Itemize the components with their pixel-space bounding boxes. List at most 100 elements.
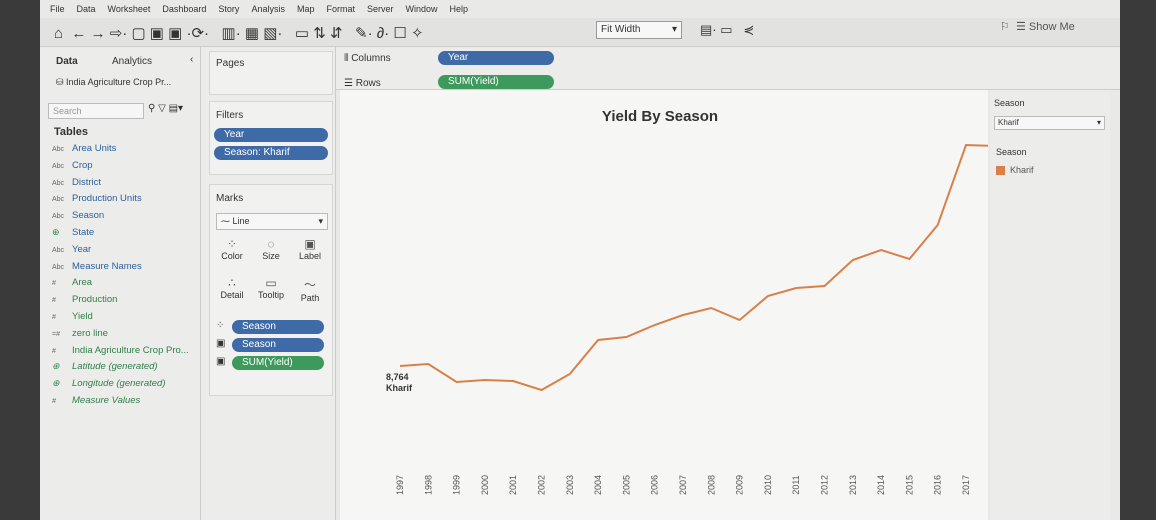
dropdown-arrow: ▾ <box>1096 118 1101 127</box>
legend-swatch <box>996 166 1005 176</box>
marks-button[interactable]: ⁘ Color <box>214 237 250 261</box>
marks-button[interactable]: ▣ Label <box>292 237 328 261</box>
field[interactable]: Abc Season <box>52 210 189 227</box>
marks-button-label: Color <box>221 251 243 261</box>
menu-item[interactable]: Worksheet <box>107 4 151 14</box>
field[interactable]: # Yield <box>52 311 189 328</box>
field-name: Latitude (generated) <box>72 361 158 373</box>
marks-button[interactable]: ◌ Size <box>253 237 289 261</box>
marks-button-icon: ◌ <box>267 237 275 251</box>
filter-pill[interactable]: Season: Kharif <box>214 146 328 160</box>
columns-shelf-label: ⦀ Columns <box>344 53 391 64</box>
filter-dropdown[interactable]: Kharif ▾ <box>994 116 1105 130</box>
field-name: Area Units <box>72 143 117 154</box>
marks-pill[interactable]: Season <box>232 338 324 352</box>
marks-button[interactable]: ∴ Detail <box>214 276 250 300</box>
globe-icon: ⊕ <box>52 226 60 237</box>
field-type-icon: Abc <box>52 213 65 221</box>
menu-item[interactable]: Format <box>326 4 355 14</box>
field[interactable]: Abc District <box>52 177 189 194</box>
menu-item[interactable]: Story <box>218 4 240 14</box>
x-tick-label: 2004 <box>593 475 603 495</box>
field-name: Measure Names <box>72 260 142 272</box>
marks-button-label: Detail <box>220 290 244 300</box>
field[interactable]: Abc Measure Names <box>52 261 189 278</box>
data-source[interactable]: ⛁ India Agriculture Crop Pr... <box>56 77 172 87</box>
analytics-tab[interactable]: Analytics <box>112 56 153 67</box>
menu-item[interactable]: Window <box>405 4 438 14</box>
field[interactable]: ⊕ State <box>52 227 189 244</box>
pages-card: Pages <box>209 51 333 95</box>
field[interactable]: Abc Crop <box>52 160 189 177</box>
field-name: Production Units <box>72 193 142 205</box>
marks-pill[interactable]: Season <box>232 320 324 334</box>
x-tick-label: 2012 <box>820 475 830 495</box>
menu-item[interactable]: File <box>50 4 65 14</box>
globe-icon: ⊕ <box>52 378 60 389</box>
legend-title: Season <box>996 147 1027 157</box>
cards-pane: Pages Filters Year Season: Kharif Marks ⁓ … <box>201 47 336 520</box>
menu-item[interactable]: Data <box>76 4 96 14</box>
marks-button-label: Label <box>298 251 322 261</box>
field-name: Crop <box>72 159 93 171</box>
marks-button-icon: ▭ <box>265 276 277 290</box>
mark-type-dropdown[interactable]: ⁓ Line ▾ <box>216 213 328 230</box>
search-box[interactable]: Search <box>48 103 144 119</box>
menu-item[interactable]: Help <box>449 4 469 14</box>
marks-button-icon: ⁘ <box>226 237 238 251</box>
columns-pill[interactable]: Year <box>438 51 554 65</box>
menu-item[interactable]: Server <box>366 4 394 14</box>
field-name: Measure Values <box>72 394 141 406</box>
toolbar: ⌂ ← → ⇨· ▢ ▣ ▣ ·⟳· ▥· ▦ ▧· ▭ ⇅ ⇵ ✎· ∂· ☐… <box>40 18 1120 47</box>
x-tick-label: 2006 <box>650 475 660 495</box>
menu-item[interactable]: Dashboard <box>162 4 207 14</box>
collapse[interactable]: ‹ <box>190 54 194 65</box>
legend: Kharif <box>996 165 1034 179</box>
field[interactable]: Abc Year <box>52 244 189 261</box>
field-type-icon: =# <box>52 330 60 338</box>
field[interactable]: # Measure Values <box>52 395 189 412</box>
marks-button[interactable]: 〜 Path <box>292 276 328 303</box>
marks-title: Marks <box>216 193 244 204</box>
legend-item: Kharif <box>996 165 1034 179</box>
show-me[interactable]: ⚐ ☰ Show Me <box>1000 21 1075 33</box>
menu-item[interactable]: Analysis <box>251 4 285 14</box>
marks-button-icon: ∴ <box>228 276 236 290</box>
dropdown-arrow: ▾ <box>318 216 323 226</box>
marks-pill-icon: ▣ <box>216 356 226 367</box>
fit-dropdown[interactable]: Fit Width ▾ <box>596 21 682 39</box>
x-tick-label: 2015 <box>904 475 914 495</box>
field-type-icon: Abc <box>52 146 65 153</box>
filter-value: Kharif <box>998 118 1019 127</box>
chart-background <box>340 90 988 520</box>
data-tab[interactable]: Data <box>56 56 78 67</box>
field-name: Yield <box>72 310 93 322</box>
search-tools[interactable]: ⚲ ▽ ▤▾ <box>148 103 184 114</box>
field[interactable]: ⊕ Longitude (generated) <box>52 378 189 395</box>
field-type-icon: Abc <box>52 162 65 170</box>
field[interactable]: Abc Area Units <box>52 143 189 160</box>
field-type-icon: # <box>52 347 56 355</box>
filter-card-title: Season <box>994 98 1025 108</box>
marks-button[interactable]: ▭ Tooltip <box>253 276 289 300</box>
field[interactable]: # India Agriculture Crop Pro... <box>52 345 189 362</box>
field-type-icon: # <box>52 280 56 288</box>
marks-button-icon: 〜 <box>303 278 316 292</box>
field[interactable]: =# zero line <box>52 328 189 345</box>
field[interactable]: # Production <box>52 294 189 311</box>
menu-bar: File Data Worksheet Dashboard Story Analysis M… <box>50 4 480 15</box>
marks-button-icon: ▣ <box>304 237 316 251</box>
field[interactable]: Abc Production Units <box>52 193 189 210</box>
field[interactable]: ⊕ Latitude (generated) <box>52 361 189 378</box>
chart: Yield By Season 1997 1998 1999 2000 2001 2002… <box>340 90 988 520</box>
x-tick-label: 1997 <box>395 475 405 495</box>
marks-pill[interactable]: SUM(Yield) <box>232 356 324 370</box>
legend-label: Kharif <box>1010 165 1034 175</box>
menu-item[interactable]: Map <box>296 4 315 14</box>
show-me-label: Show Me <box>1028 21 1075 33</box>
field-type-icon: # <box>52 297 56 305</box>
rows-pill[interactable]: SUM(Yield) <box>438 75 554 89</box>
marks-button-label: Size <box>262 251 280 261</box>
field[interactable]: # Area <box>52 277 189 294</box>
filter-pill[interactable]: Year <box>214 128 328 142</box>
